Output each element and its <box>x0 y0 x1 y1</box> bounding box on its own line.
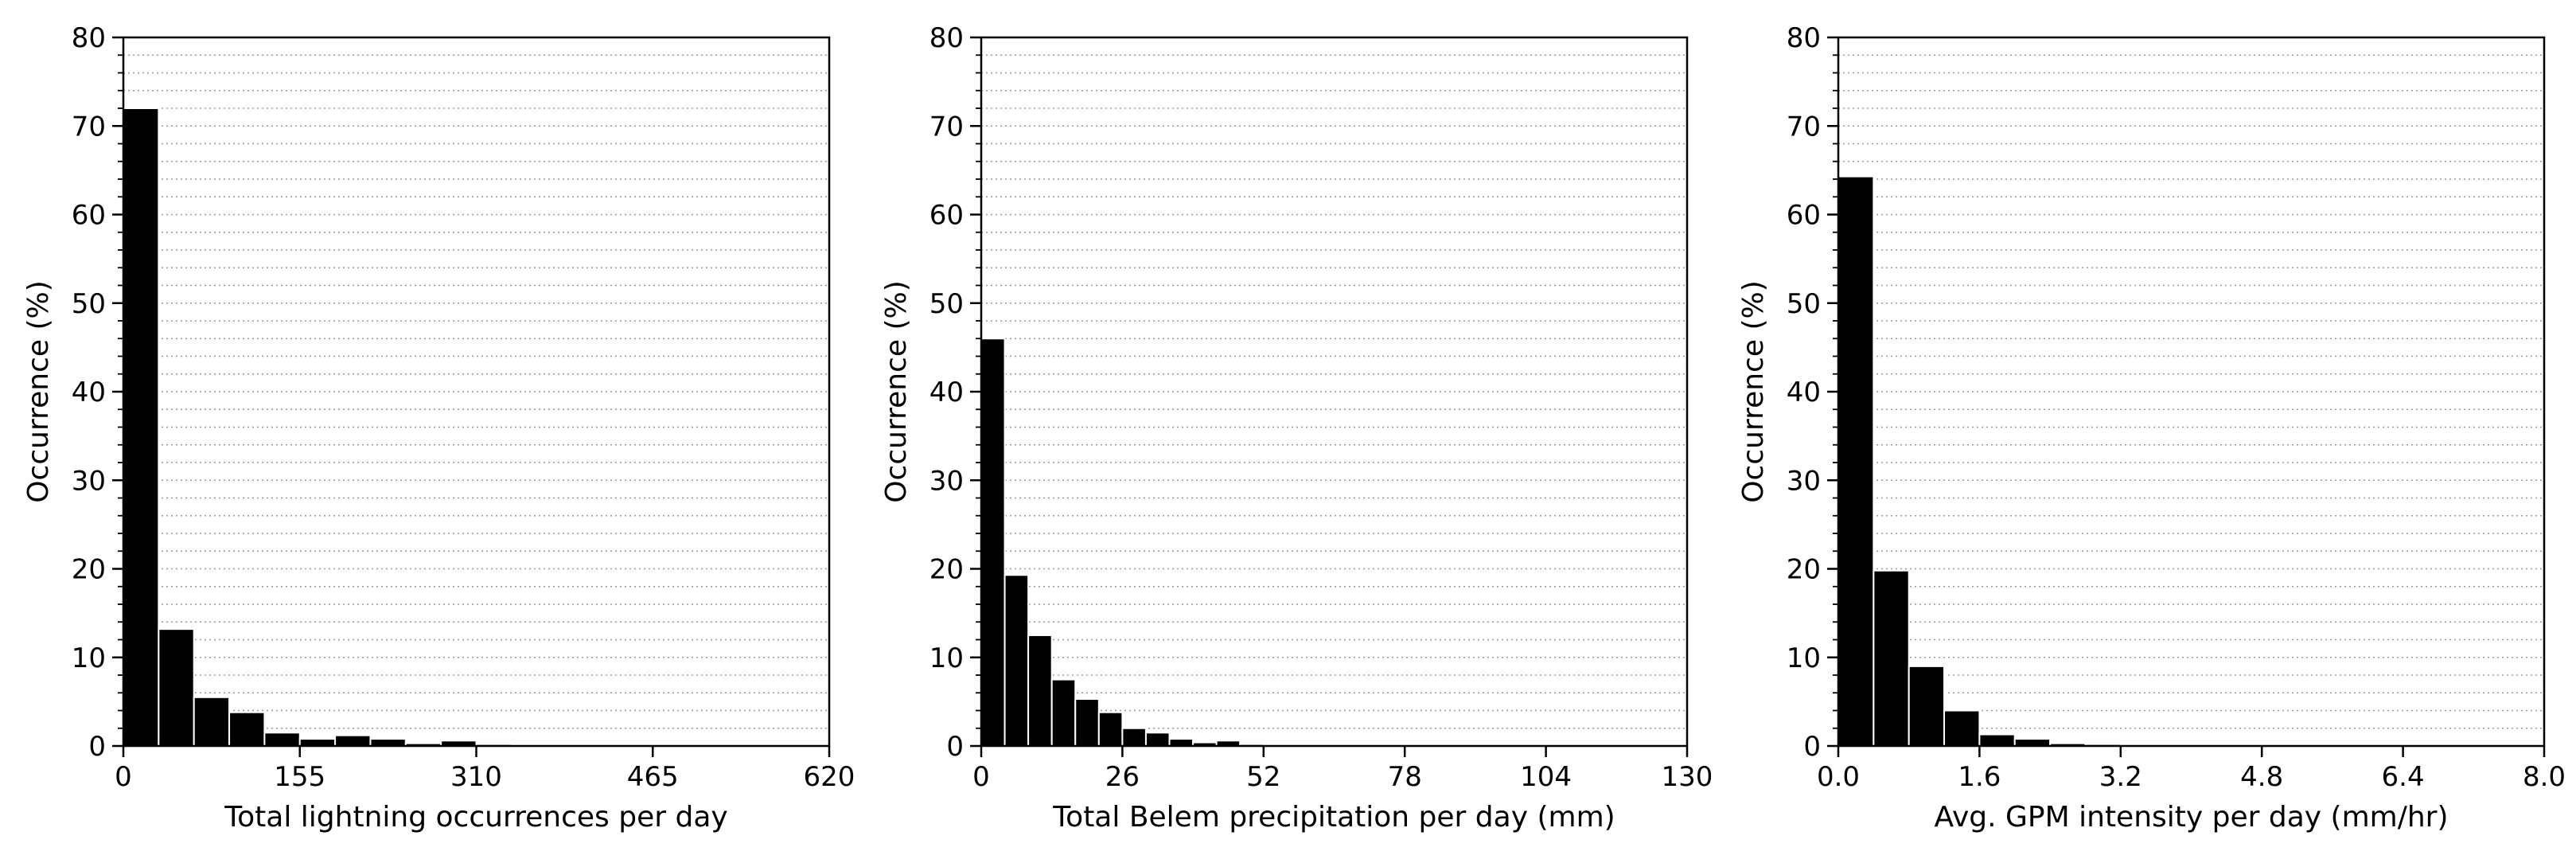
histogram-bar <box>1121 727 1147 747</box>
x-tick-label: 8.0 <box>2523 761 2566 793</box>
x-axis-label: Total Belem precipitation per day (mm) <box>1052 801 1615 834</box>
histogram-bar <box>1168 738 1194 747</box>
y-tick-label: 30 <box>72 465 106 497</box>
histogram-bar <box>123 107 160 747</box>
y-tick-label: 40 <box>929 377 964 408</box>
x-tick-label: 4.8 <box>2240 761 2283 793</box>
x-tick-label: 1.6 <box>1958 761 2001 793</box>
y-tick-label: 10 <box>72 642 106 674</box>
y-tick-label: 50 <box>929 288 964 320</box>
histogram-bar <box>369 738 407 747</box>
histogram-bar <box>228 711 266 747</box>
histogram-bar <box>1050 678 1077 747</box>
histogram-bar <box>1097 711 1124 747</box>
histogram-bar <box>1943 709 1981 747</box>
y-tick-label: 70 <box>929 111 964 143</box>
x-tick-label: 155 <box>274 761 325 793</box>
histogram-bar <box>2013 738 2052 747</box>
histogram-bar <box>193 696 231 747</box>
histogram-bar <box>1074 698 1100 747</box>
x-tick-label: 0 <box>115 761 132 793</box>
chart-panel-2: 0 10 20 30 40 50 60 70 80 0 26 52 78 104 130 Total Bele… <box>880 22 1713 834</box>
histogram-bar <box>158 628 195 748</box>
x-axis-label: Avg. GPM intensity per day (mm/hr) <box>1934 801 2448 834</box>
x-tick-label: 0 <box>972 761 990 793</box>
y-axis-label: Occurrence (%) <box>22 280 55 503</box>
x-tick-label: 26 <box>1105 761 1140 793</box>
y-tick-label: 20 <box>929 554 964 586</box>
histogram-bar <box>1978 733 2016 747</box>
histogram-bar <box>334 734 372 748</box>
histogram-bar <box>1873 569 1910 747</box>
histogram-bar <box>1837 175 1875 748</box>
y-tick-label: 50 <box>1787 288 1821 320</box>
histogram-bar <box>980 338 1006 747</box>
y-tick-label: 60 <box>929 200 964 232</box>
histogram-bar <box>1027 634 1053 747</box>
x-tick-label: 3.2 <box>2099 761 2142 793</box>
x-tick-label: 52 <box>1246 761 1280 793</box>
y-tick-label: 80 <box>929 22 964 54</box>
y-tick-label: 60 <box>72 200 106 232</box>
x-tick-label: 620 <box>804 761 855 793</box>
x-tick-label: 6.4 <box>2382 761 2425 793</box>
y-tick-label: 0 <box>1803 731 1821 763</box>
histogram-bar <box>298 738 337 747</box>
histogram-bar <box>263 732 301 747</box>
x-axis-label: Total lightning occurrences per day <box>224 801 727 834</box>
histogram-bar <box>1908 665 1946 747</box>
y-tick-label: 30 <box>1787 465 1821 497</box>
y-tick-label: 40 <box>1787 377 1821 408</box>
y-axis-label: Occurrence (%) <box>880 280 913 503</box>
histogram-bar <box>1004 574 1030 747</box>
y-tick-label: 80 <box>72 22 106 54</box>
y-tick-label: 10 <box>929 642 964 674</box>
x-tick-label: 130 <box>1662 761 1713 793</box>
y-tick-label: 30 <box>929 465 964 497</box>
y-tick-label: 10 <box>1787 642 1821 674</box>
y-tick-label: 70 <box>1787 111 1821 143</box>
chart-panel-1: 0 10 20 30 40 50 60 70 80 0 155 310 465 620 Total ligh… <box>22 22 855 834</box>
x-tick-label: 310 <box>450 761 502 793</box>
y-tick-label: 20 <box>1787 554 1821 586</box>
x-tick-label: 0.0 <box>1817 761 1860 793</box>
y-tick-label: 0 <box>946 731 964 763</box>
y-tick-label: 70 <box>72 111 106 143</box>
y-tick-label: 20 <box>72 554 106 586</box>
chart-panel-3: 0 10 20 30 40 50 60 70 80 0.0 1.6 3.2 4.8 6.4 8.0 Avg. … <box>1737 22 2566 834</box>
x-tick-label: 465 <box>627 761 679 793</box>
y-tick-label: 40 <box>72 377 106 408</box>
x-tick-label: 104 <box>1520 761 1572 793</box>
histogram-bar <box>1144 732 1171 747</box>
y-tick-label: 50 <box>72 288 106 320</box>
y-tick-label: 80 <box>1787 22 1821 54</box>
y-axis-label: Occurrence (%) <box>1737 280 1770 503</box>
y-tick-label: 0 <box>88 731 106 763</box>
y-tick-label: 60 <box>1787 200 1821 232</box>
x-tick-label: 78 <box>1388 761 1422 793</box>
